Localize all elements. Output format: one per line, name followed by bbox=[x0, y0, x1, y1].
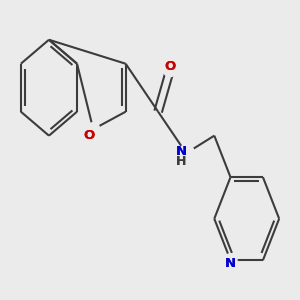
Text: N: N bbox=[225, 257, 236, 270]
Text: O: O bbox=[83, 129, 94, 142]
Text: H: H bbox=[176, 155, 186, 168]
Text: N: N bbox=[175, 145, 186, 158]
Circle shape bbox=[178, 145, 194, 161]
Text: O: O bbox=[164, 60, 175, 73]
Text: O: O bbox=[83, 129, 94, 142]
Circle shape bbox=[224, 254, 237, 267]
Circle shape bbox=[87, 123, 100, 136]
Text: N: N bbox=[225, 257, 236, 270]
Circle shape bbox=[164, 64, 176, 77]
Text: O: O bbox=[164, 60, 175, 73]
Text: H: H bbox=[176, 155, 186, 168]
Text: N: N bbox=[175, 145, 186, 158]
